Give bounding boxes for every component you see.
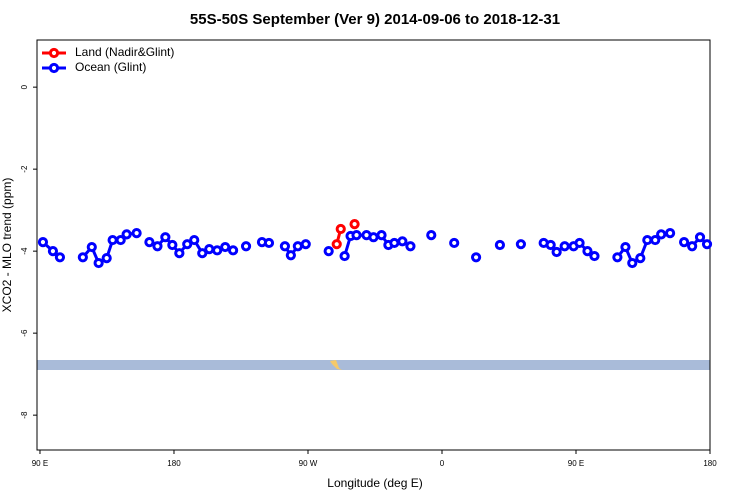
x-tick-label: 180 [703, 459, 717, 468]
x-tick-label: 90 W [299, 459, 318, 468]
y-tick-label: -4 [20, 247, 29, 255]
legend-marker [48, 47, 60, 59]
x-tick-label: 90 E [32, 459, 48, 468]
data-point [397, 236, 408, 247]
data-point [174, 248, 185, 259]
data-point [167, 239, 178, 251]
data-point [339, 250, 350, 262]
y-axis-label: XCO2 - MLO trend (ppm) [0, 178, 14, 313]
data-point [635, 253, 646, 264]
data-point [687, 241, 698, 252]
data-point [701, 239, 713, 250]
data-point [656, 229, 667, 240]
data-point [197, 248, 208, 259]
data-point [620, 241, 631, 253]
data-point [545, 239, 556, 251]
data-point [678, 237, 690, 248]
data-point [426, 230, 437, 241]
data-point [107, 234, 118, 246]
data-point [292, 241, 303, 252]
data-point [189, 234, 200, 246]
legend-marker [48, 62, 60, 74]
data-point [115, 234, 126, 246]
data-point [101, 253, 112, 264]
data-point [37, 237, 49, 248]
chart-title: 55S-50S September (Ver 9) 2014-09-06 to … [190, 11, 560, 28]
data-point [349, 218, 360, 230]
x-tick-label: 0 [440, 459, 445, 468]
data-point [240, 241, 252, 252]
data-point [227, 245, 239, 256]
y-tick-label: -6 [20, 329, 29, 337]
data-point [642, 234, 653, 246]
data-point [86, 241, 97, 253]
data-point [331, 239, 342, 250]
x-tick-label: 90 E [568, 459, 584, 468]
data-point [152, 241, 163, 252]
data-point [574, 237, 585, 249]
data-point [335, 223, 346, 235]
data-point [93, 257, 104, 269]
data-point [131, 228, 142, 239]
data-point [300, 239, 311, 250]
data-point [220, 241, 231, 253]
data-point [515, 239, 527, 250]
data-point [376, 230, 387, 241]
data-point [449, 237, 460, 249]
data-point [650, 234, 661, 246]
map-strip [37, 360, 710, 370]
data-point [470, 252, 482, 263]
data-point [77, 252, 88, 263]
plot-frame [36, 39, 711, 451]
y-tick-label: 0 [20, 84, 29, 89]
data-point [627, 257, 638, 269]
data-point [551, 246, 562, 258]
data-point [694, 232, 706, 243]
data-point [323, 246, 334, 257]
data-point [204, 244, 215, 255]
x-tick-label: 180 [167, 459, 181, 468]
legend-label: Land (Nadir&Glint) [75, 45, 174, 59]
data-point [160, 232, 171, 243]
data-point [368, 232, 379, 243]
data-point [559, 241, 570, 252]
data-point [144, 237, 155, 248]
data-point [212, 245, 223, 256]
x-axis-label: Longitude (deg E) [327, 476, 422, 490]
data-point [664, 228, 676, 239]
data-point [121, 229, 132, 240]
data-point [47, 246, 59, 257]
data-point [389, 237, 400, 249]
data-point [405, 241, 416, 252]
data-point [279, 241, 291, 252]
legend-label: Ocean (Glint) [75, 60, 146, 74]
data-point [582, 246, 593, 257]
data-point [612, 252, 623, 263]
data-point [54, 252, 66, 263]
data-point [182, 239, 193, 250]
y-tick-label: -2 [20, 165, 29, 173]
data-point [589, 250, 600, 262]
data-point [263, 237, 275, 249]
data-point [285, 250, 296, 261]
data-point [494, 239, 506, 251]
data-point [351, 230, 362, 241]
land-patch [330, 360, 342, 370]
y-tick-label: -8 [20, 411, 29, 419]
